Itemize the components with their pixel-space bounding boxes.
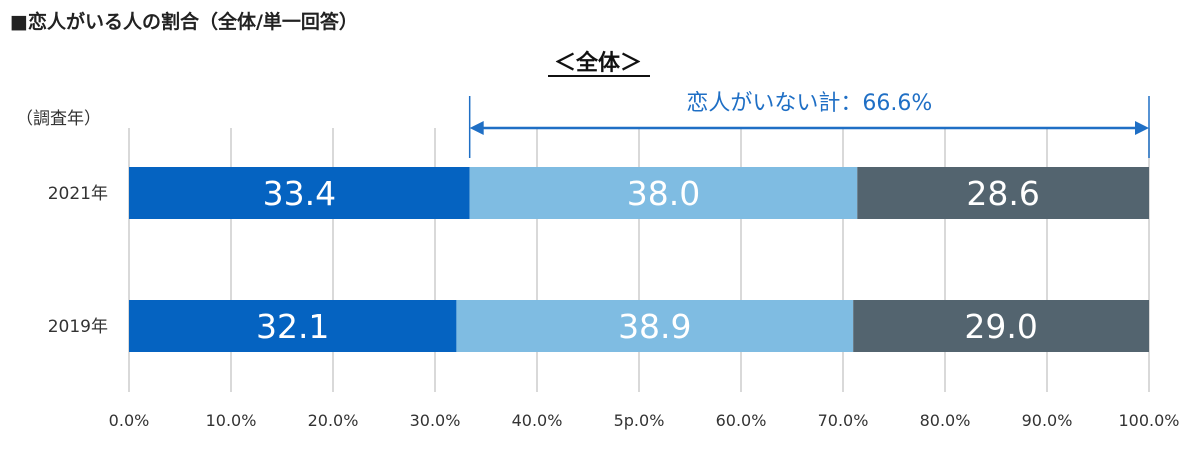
x-tick-label-5: 5p.0% xyxy=(614,411,665,430)
data-label-1-2: 29.0 xyxy=(964,307,1037,346)
category-labels: 2021年 2019年 xyxy=(48,184,108,337)
data-label-0-2: 28.6 xyxy=(966,174,1039,213)
x-tick-label-10: 100.0% xyxy=(1118,411,1179,430)
y-axis-label: （調査年） xyxy=(16,109,101,129)
chart-subtitle: ＜全体＞ xyxy=(554,50,642,76)
category-label-0: 2021年 xyxy=(48,184,108,204)
data-label-1-1: 38.9 xyxy=(618,307,691,346)
bar-segment-0-0 xyxy=(129,167,470,219)
x-tick-label-8: 80.0% xyxy=(920,411,971,430)
x-tick-label-1: 10.0% xyxy=(206,411,257,430)
data-label-0-0: 33.4 xyxy=(263,174,336,213)
annotation-arrowhead-left xyxy=(469,121,484,135)
bar-segment-0-1 xyxy=(469,167,858,219)
chart-title: ■恋人がいる人の割合（全体/単一回答） xyxy=(10,10,358,33)
annotation: 恋人がいない計：66.6% xyxy=(468,91,1150,158)
x-tick-labels: 0.0% 10.0% 20.0% 30.0% 40.0% 5p.0% 60.0% 70.0% 8… xyxy=(109,411,1180,430)
bar-segment-1-2 xyxy=(853,300,1149,352)
annotation-arrowhead-right xyxy=(1135,121,1149,135)
x-tick-label-0: 0.0% xyxy=(109,411,150,430)
x-tick-label-3: 30.0% xyxy=(410,411,461,430)
data-label-1-0: 32.1 xyxy=(256,307,329,346)
bar-segment-0-2 xyxy=(857,167,1149,219)
bar-segment-1-0 xyxy=(129,300,457,352)
x-tick-label-9: 90.0% xyxy=(1022,411,1073,430)
data-label-0-1: 38.0 xyxy=(627,174,700,213)
annotation-text: 恋人がいない計：66.6% xyxy=(686,91,932,116)
bar-segment-1-1 xyxy=(456,300,854,352)
x-tick-label-7: 70.0% xyxy=(818,411,869,430)
category-label-1: 2019年 xyxy=(48,317,108,337)
bars: 33.4 38.0 28.6 32.1 38.9 29.0 xyxy=(129,167,1149,352)
x-tick-label-2: 20.0% xyxy=(308,411,359,430)
x-tick-label-4: 40.0% xyxy=(512,411,563,430)
x-tick-label-6: 60.0% xyxy=(716,411,767,430)
